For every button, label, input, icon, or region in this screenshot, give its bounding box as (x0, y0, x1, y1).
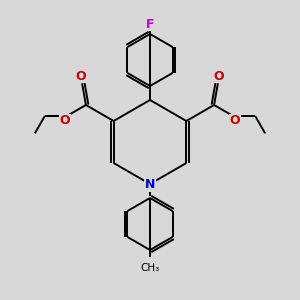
Text: F: F (146, 17, 154, 31)
Text: O: O (214, 70, 224, 83)
Text: N: N (145, 178, 155, 190)
Text: O: O (76, 70, 86, 83)
Text: O: O (230, 115, 241, 128)
Text: CH₃: CH₃ (140, 263, 160, 273)
Text: O: O (59, 115, 70, 128)
